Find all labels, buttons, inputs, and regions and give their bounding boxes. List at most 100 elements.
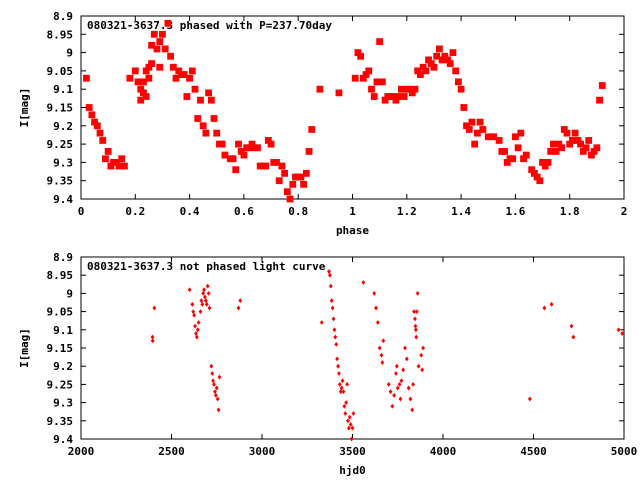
data-point bbox=[213, 389, 217, 395]
chart-title: 080321-3637.3 not phased light curve bbox=[87, 260, 326, 273]
data-point bbox=[236, 305, 241, 311]
data-point bbox=[342, 403, 347, 409]
x-tick-label: 3000 bbox=[249, 445, 276, 458]
data-point bbox=[588, 151, 595, 159]
data-point bbox=[503, 159, 511, 166]
x-tick-label: 1 bbox=[349, 205, 356, 218]
data-point bbox=[205, 283, 210, 289]
data-point bbox=[245, 144, 253, 152]
data-point bbox=[145, 74, 153, 82]
data-point bbox=[413, 327, 418, 333]
data-point bbox=[582, 144, 590, 152]
data-point bbox=[414, 67, 422, 75]
data-point bbox=[107, 162, 115, 170]
data-point bbox=[238, 298, 243, 304]
data-point bbox=[378, 78, 386, 86]
data-point bbox=[379, 352, 384, 358]
data-point bbox=[372, 291, 377, 296]
data-point bbox=[203, 298, 208, 304]
data-point bbox=[172, 74, 180, 82]
data-point bbox=[150, 30, 158, 38]
data-point bbox=[348, 422, 353, 427]
data-point bbox=[190, 301, 195, 307]
data-point bbox=[427, 60, 435, 67]
data-point bbox=[411, 382, 416, 387]
data-point bbox=[593, 144, 601, 152]
data-point bbox=[329, 298, 334, 304]
data-point bbox=[425, 56, 432, 64]
data-point bbox=[361, 280, 366, 285]
data-point bbox=[88, 111, 96, 119]
y-tick-label: 8.95 bbox=[47, 28, 74, 41]
data-point bbox=[552, 148, 560, 155]
data-point bbox=[204, 301, 209, 307]
data-point bbox=[408, 396, 413, 402]
chart-phased: 0 0.2 0.4 0.6 0.8 1 1.2 1.4 1.6 1.8 2 8.9 8.95 9 9.05 9… bbox=[18, 10, 627, 237]
data-point bbox=[406, 385, 411, 391]
y-tick-label: 8.9 bbox=[53, 10, 73, 23]
data-point bbox=[368, 85, 375, 93]
data-point bbox=[392, 96, 400, 104]
data-point bbox=[334, 341, 339, 347]
data-point bbox=[412, 309, 416, 314]
data-point bbox=[351, 411, 356, 416]
y-tick-label: 9.35 bbox=[47, 415, 74, 428]
data-point bbox=[148, 41, 155, 49]
data-point bbox=[416, 71, 424, 78]
data-point bbox=[476, 118, 484, 126]
data-point bbox=[388, 389, 393, 395]
data-point bbox=[286, 195, 294, 203]
data-point bbox=[183, 93, 191, 100]
data-point bbox=[330, 305, 335, 311]
y-tick-label: 9.2 bbox=[53, 360, 73, 373]
data-point bbox=[215, 396, 220, 402]
data-point bbox=[351, 74, 359, 82]
data-point bbox=[335, 89, 343, 97]
data-point bbox=[365, 67, 373, 75]
x-tick-label: 1.6 bbox=[505, 205, 525, 218]
y-tick-label: 9.15 bbox=[47, 102, 74, 115]
y-tick-label: 9.05 bbox=[47, 65, 74, 78]
y-tick-label: 9 bbox=[66, 287, 73, 300]
data-point bbox=[202, 129, 210, 137]
data-point bbox=[333, 334, 338, 340]
y-tick-label: 9.4 bbox=[53, 433, 73, 446]
data-point bbox=[380, 360, 385, 365]
data-point bbox=[332, 327, 337, 333]
data-point bbox=[539, 159, 546, 166]
data-point bbox=[571, 129, 579, 137]
x-tick-label: 1.4 bbox=[451, 205, 471, 218]
data-point bbox=[197, 96, 204, 104]
data-point bbox=[590, 148, 598, 155]
data-point bbox=[512, 133, 519, 141]
data-point bbox=[191, 85, 199, 93]
data-point bbox=[339, 385, 344, 391]
data-point bbox=[211, 378, 216, 384]
data-point bbox=[237, 148, 245, 155]
data-point bbox=[404, 356, 409, 362]
data-point bbox=[131, 67, 139, 75]
data-point bbox=[199, 298, 204, 304]
data-point bbox=[302, 169, 310, 177]
data-point bbox=[544, 159, 552, 166]
data-point bbox=[495, 137, 503, 144]
data-point bbox=[210, 115, 218, 122]
data-point bbox=[248, 140, 256, 148]
data-point bbox=[471, 140, 479, 148]
data-point bbox=[343, 411, 348, 416]
y-tick-label: 9.3 bbox=[53, 156, 73, 169]
data-point bbox=[161, 45, 169, 53]
data-point bbox=[175, 67, 183, 75]
x-tick-label: 0 bbox=[78, 205, 85, 218]
data-point bbox=[346, 425, 351, 431]
data-point bbox=[217, 374, 222, 380]
chart-title: 080321-3637.3 phased with P=237.70day bbox=[87, 19, 332, 32]
data-point bbox=[126, 74, 134, 82]
data-point bbox=[398, 396, 403, 402]
x-tick-label: 2000 bbox=[68, 445, 95, 458]
data-point bbox=[362, 71, 370, 78]
data-point bbox=[531, 169, 538, 177]
data-point bbox=[413, 323, 418, 329]
data-point bbox=[473, 129, 481, 137]
data-point bbox=[340, 378, 345, 384]
